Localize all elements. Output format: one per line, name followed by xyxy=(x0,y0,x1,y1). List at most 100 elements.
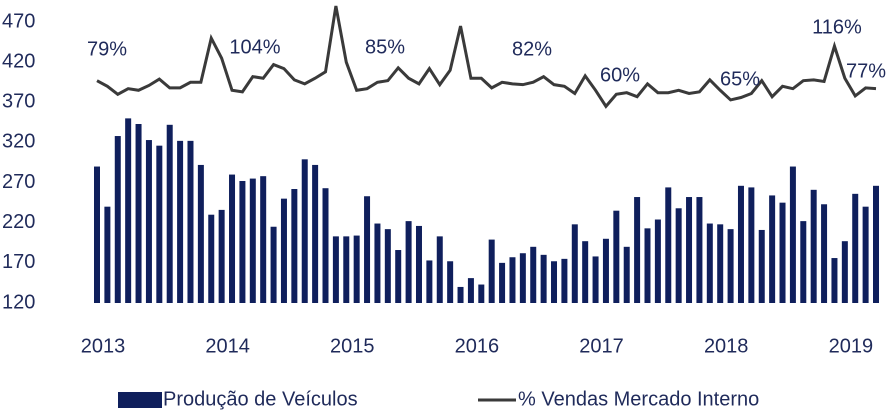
bar xyxy=(717,224,724,303)
bar xyxy=(540,254,547,303)
bar xyxy=(478,284,485,303)
line xyxy=(96,5,877,109)
bar xyxy=(551,261,558,303)
legend-label: Produção de Veículos xyxy=(163,388,358,410)
bar xyxy=(602,238,609,303)
bar xyxy=(800,221,807,303)
bar xyxy=(499,262,506,303)
bar xyxy=(332,236,339,303)
bar xyxy=(737,185,744,303)
legend-label: % Vendas Mercado Interno xyxy=(518,388,759,410)
legend-swatch xyxy=(118,392,162,408)
annotation: 60% xyxy=(600,64,640,86)
bar xyxy=(384,229,391,303)
bar xyxy=(727,229,734,303)
bar xyxy=(706,223,713,303)
bar xyxy=(187,140,194,303)
bar xyxy=(509,257,516,303)
bar xyxy=(145,140,152,303)
bar xyxy=(177,140,184,303)
bar xyxy=(405,221,412,303)
bar xyxy=(571,224,578,303)
bar xyxy=(831,258,838,303)
bar xyxy=(447,261,454,303)
bar xyxy=(623,246,630,303)
bar xyxy=(696,197,703,303)
x-tick-label: 2018 xyxy=(704,335,749,357)
x-tick-label: 2014 xyxy=(205,335,250,357)
bar xyxy=(852,193,859,303)
bar xyxy=(561,258,568,303)
bar xyxy=(873,185,879,303)
bar xyxy=(769,195,776,303)
bar xyxy=(467,278,474,303)
bar xyxy=(156,145,163,303)
bar xyxy=(166,124,173,303)
bar xyxy=(519,253,526,303)
bar xyxy=(291,189,298,303)
bar xyxy=(374,223,381,303)
bar xyxy=(94,166,100,303)
bar xyxy=(758,229,765,303)
bar xyxy=(125,118,132,303)
y-tick-label: 220 xyxy=(2,211,35,233)
bar xyxy=(114,136,121,303)
bar xyxy=(530,246,537,303)
bar xyxy=(270,226,277,303)
bar xyxy=(312,164,319,303)
x-tick-label: 2017 xyxy=(579,335,624,357)
bar xyxy=(810,189,817,303)
bar xyxy=(654,219,661,303)
y-tick-label: 420 xyxy=(2,50,35,72)
annotation: 65% xyxy=(720,68,760,90)
bar xyxy=(364,196,371,303)
bar xyxy=(675,208,682,303)
bar xyxy=(686,197,693,303)
bar xyxy=(353,235,360,303)
bar xyxy=(301,159,308,303)
bar xyxy=(582,241,589,303)
bar xyxy=(208,214,215,303)
bar xyxy=(488,239,495,303)
bar xyxy=(613,210,620,303)
bar xyxy=(280,198,287,303)
bar xyxy=(789,166,796,303)
bar xyxy=(436,236,443,303)
bar xyxy=(322,188,329,303)
x-tick-label: 2013 xyxy=(81,335,126,357)
annotation: 116% xyxy=(812,16,862,38)
bar xyxy=(229,174,236,303)
bar xyxy=(841,241,848,303)
bar xyxy=(249,178,256,303)
bar xyxy=(821,204,828,303)
y-tick-label: 120 xyxy=(2,291,35,313)
bar xyxy=(644,228,651,303)
bar xyxy=(239,180,246,303)
bar xyxy=(135,123,142,303)
bar xyxy=(748,187,755,303)
y-tick-label: 270 xyxy=(2,171,35,193)
annotation: 82% xyxy=(512,38,552,60)
bar xyxy=(862,206,869,303)
bar xyxy=(260,176,267,303)
bar xyxy=(634,197,641,303)
y-tick-label: 320 xyxy=(2,131,35,153)
bar xyxy=(415,225,422,303)
bar xyxy=(779,202,786,303)
bar xyxy=(395,250,402,303)
bar xyxy=(592,256,599,303)
x-tick-label: 2019 xyxy=(829,335,874,357)
annotation: 85% xyxy=(365,36,405,58)
bar xyxy=(343,236,350,303)
bar xyxy=(104,206,111,303)
bar xyxy=(426,260,433,303)
y-tick-label: 370 xyxy=(2,91,35,113)
x-tick-label: 2015 xyxy=(330,335,375,357)
x-tick-label: 2016 xyxy=(455,335,500,357)
bar xyxy=(197,164,204,303)
y-tick-label: 470 xyxy=(2,10,35,32)
bar xyxy=(457,286,464,303)
annotation: 77% xyxy=(846,60,886,82)
bar xyxy=(218,209,225,303)
